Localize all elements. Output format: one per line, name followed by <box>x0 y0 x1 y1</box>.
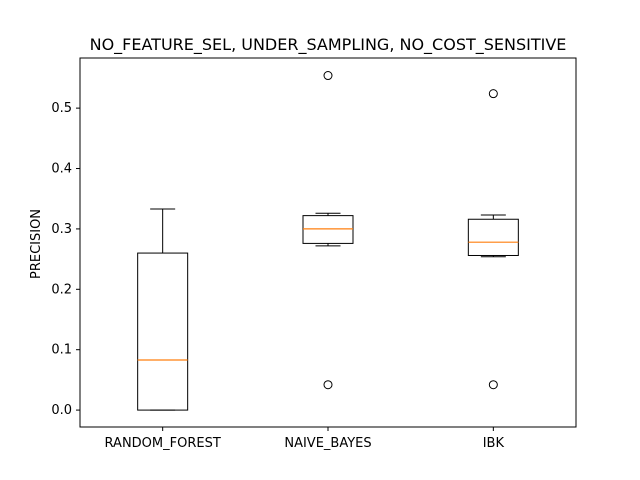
outlier-point <box>488 89 498 99</box>
iqr-box <box>137 252 189 411</box>
iqr-box <box>467 218 519 256</box>
chart-title: NO_FEATURE_SEL, UNDER_SAMPLING, NO_COST_… <box>90 35 567 55</box>
plot-frame <box>79 57 577 428</box>
outlier-point <box>488 380 498 390</box>
x-tick-label: RANDOM_FOREST <box>105 436 221 451</box>
x-tick-label: IBK <box>483 436 505 451</box>
y-axis-label: PRECISION <box>29 209 44 279</box>
y-tick-label: 0.4 <box>51 162 72 177</box>
y-tick-label: 0.1 <box>51 343 72 358</box>
y-tick-label: 0.3 <box>51 222 72 237</box>
iqr-box <box>302 215 354 244</box>
y-tick-label: 0.5 <box>51 101 72 116</box>
outlier-point <box>323 71 333 81</box>
y-tick-label: 0.2 <box>51 282 72 297</box>
box-group <box>467 89 519 390</box>
box-group <box>302 71 354 390</box>
axis-ticks: 0.0 0.1 0.2 0.3 0.4 0.5 RANDOM_FOREST NAIVE_BAY… <box>51 101 504 451</box>
y-tick-label: 0.0 <box>51 403 72 418</box>
outlier-point <box>323 380 333 390</box>
box-group <box>137 208 189 411</box>
box-series <box>137 71 519 411</box>
x-tick-label: NAIVE_BAYES <box>284 436 371 451</box>
